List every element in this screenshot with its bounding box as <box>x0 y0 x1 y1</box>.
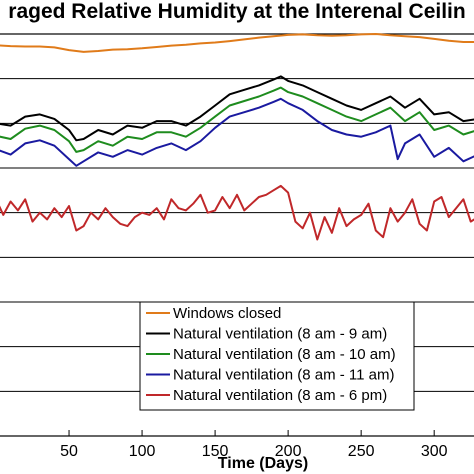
x-tick-label: 200 <box>275 443 302 460</box>
x-tick-label: 50 <box>60 443 78 460</box>
legend-entry: Natural ventilation (8 am - 9 am) <box>173 326 387 343</box>
legend-entry: Natural ventilation (8 am - 10 am) <box>173 346 396 363</box>
series-line-3 <box>0 86 474 153</box>
legend-entry: Natural ventilation (8 am - 11 am) <box>173 367 394 384</box>
x-axis: 50 100 150 200 250 300 <box>60 430 448 460</box>
legend-entry: Natural ventilation (8 am - 6 pm) <box>173 387 387 404</box>
series-line-1 <box>0 33 474 53</box>
x-tick-label: 100 <box>129 443 156 460</box>
legend-entry: Windows closed <box>173 305 281 322</box>
series-line-2 <box>0 75 474 142</box>
series-layer <box>0 33 474 241</box>
plot-frame <box>0 33 474 437</box>
series-line-5 <box>0 184 474 241</box>
x-tick-label: 250 <box>348 443 375 460</box>
x-tick-label: 150 <box>202 443 229 460</box>
legend: Windows closed Natural ventilation (8 am … <box>139 301 415 411</box>
x-tick-label: 300 <box>421 443 448 460</box>
legend-box <box>139 301 415 411</box>
x-axis-label: Time (Days) <box>218 455 308 472</box>
chart-title: raged Relative Humidity at the Interenal… <box>8 0 465 23</box>
series-line-4 <box>0 97 474 167</box>
